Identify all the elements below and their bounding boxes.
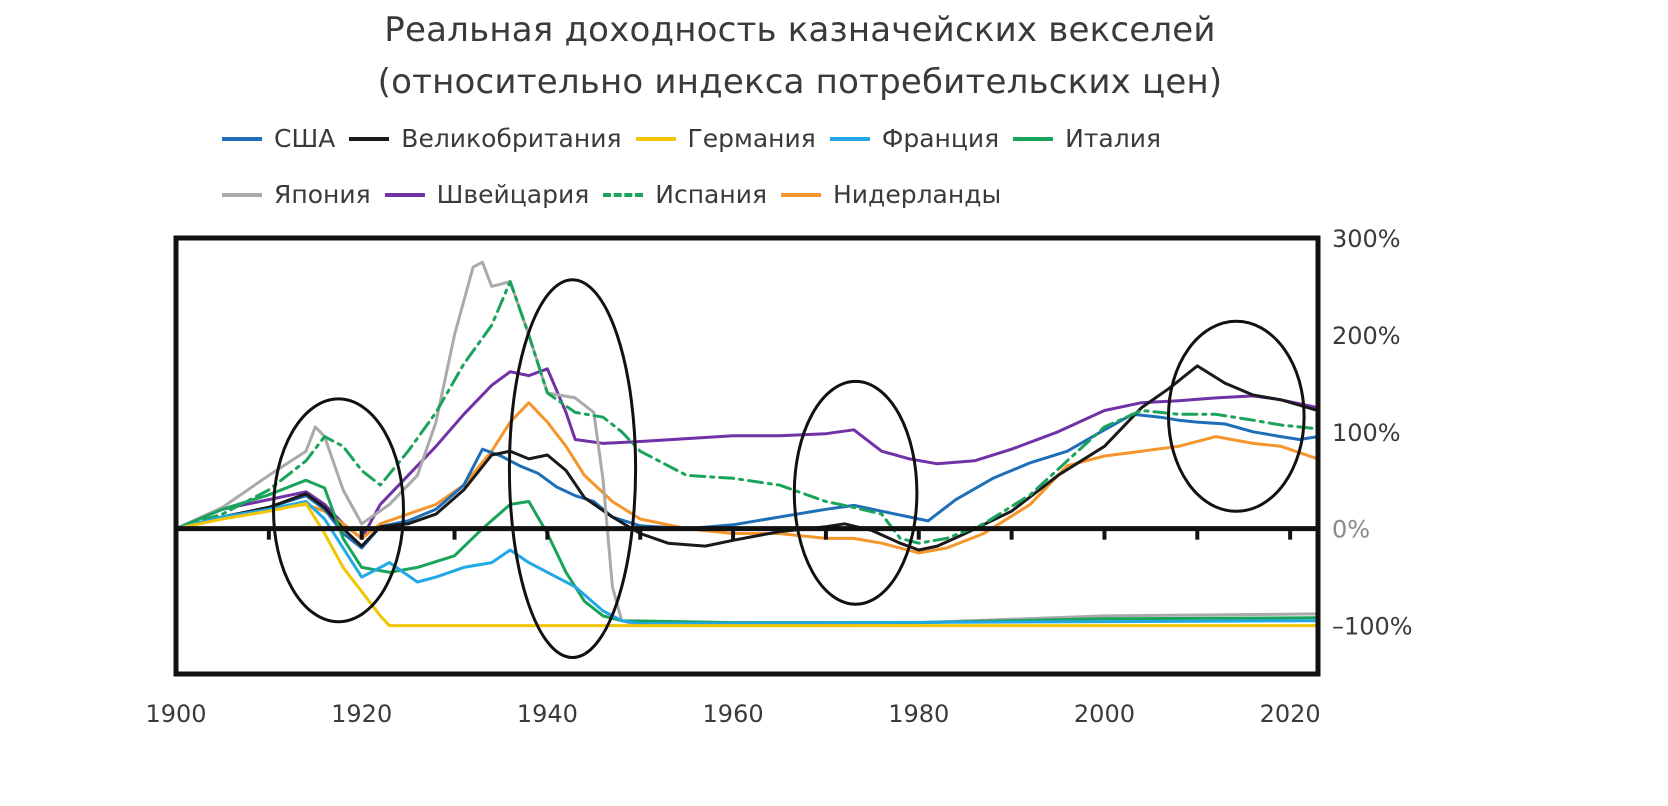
legend-swatch xyxy=(603,192,644,197)
series-line xyxy=(176,478,1318,625)
legend-item: Великобритания xyxy=(349,124,622,153)
series-line xyxy=(176,364,1318,552)
legend-label: Нидерланды xyxy=(833,180,1002,209)
legend-row-1: США Великобритания Германия Франция Италия xyxy=(222,124,1175,153)
series-layer xyxy=(176,260,1318,628)
legend-label: Франция xyxy=(881,124,1000,153)
legend-label: Германия xyxy=(687,124,816,153)
y-tick-label: 0% xyxy=(1332,516,1370,544)
legend-item: Япония xyxy=(222,180,371,209)
legend-item: Нидерланды xyxy=(781,180,1001,209)
chart-title-line2: (относительно индекса потребительских це… xyxy=(377,62,1223,102)
legend-swatch xyxy=(349,136,390,141)
legend-swatch xyxy=(1013,136,1054,141)
legend-item: Швейцария xyxy=(384,180,590,209)
legend-swatch xyxy=(635,136,676,141)
legend-item: США xyxy=(222,124,335,153)
legend-row-2: Япония Швейцария Испания Нидерланды xyxy=(222,180,1015,209)
legend-label: Испания xyxy=(655,180,767,209)
series-line xyxy=(176,280,1318,545)
legend-item: Франция xyxy=(829,124,1000,153)
x-tick-label: 1980 xyxy=(888,700,949,728)
legend-item: Испания xyxy=(603,180,767,209)
legend-swatch xyxy=(222,136,262,141)
x-tick-label: 2000 xyxy=(1074,700,1135,728)
plot-frame xyxy=(173,235,1321,677)
annotation-layer xyxy=(272,278,1306,659)
x-tick-label: 1960 xyxy=(703,700,764,728)
x-tick-label: 1920 xyxy=(331,700,392,728)
annotation-ellipse xyxy=(1167,319,1306,513)
x-tick-label: 1900 xyxy=(145,700,206,728)
legend-swatch xyxy=(829,136,870,141)
axis-layer: 1900 1920 1940 1960 1980 2000 2020 300% 200% 100%… xyxy=(145,225,1412,728)
legend-label: Италия xyxy=(1065,124,1162,153)
legend-item: Германия xyxy=(635,124,816,153)
y-tick-label: –100% xyxy=(1332,613,1413,641)
legend-label: Швейцария xyxy=(436,180,590,209)
annotation-ellipse xyxy=(792,379,919,606)
x-tick-label: 1940 xyxy=(517,700,578,728)
y-tick-label: 300% xyxy=(1332,225,1401,253)
y-tick-label: 200% xyxy=(1332,322,1401,350)
legend-label: США xyxy=(274,124,336,153)
legend-label: Япония xyxy=(274,180,371,209)
x-tick-label: 2020 xyxy=(1260,700,1321,728)
series-line xyxy=(176,500,1318,626)
series-line xyxy=(176,502,1318,628)
annotation-ellipse xyxy=(272,397,405,624)
annotation-ellipse xyxy=(507,278,638,659)
legend-swatch xyxy=(222,192,262,197)
legend-swatch xyxy=(781,192,821,197)
legend-item: Италия xyxy=(1013,124,1161,153)
legend-label: Великобритания xyxy=(401,124,622,153)
chart-title-line1: Реальная доходность казначейских векселе… xyxy=(384,10,1216,50)
y-tick-label: 100% xyxy=(1332,419,1401,447)
legend-swatch xyxy=(384,192,425,197)
